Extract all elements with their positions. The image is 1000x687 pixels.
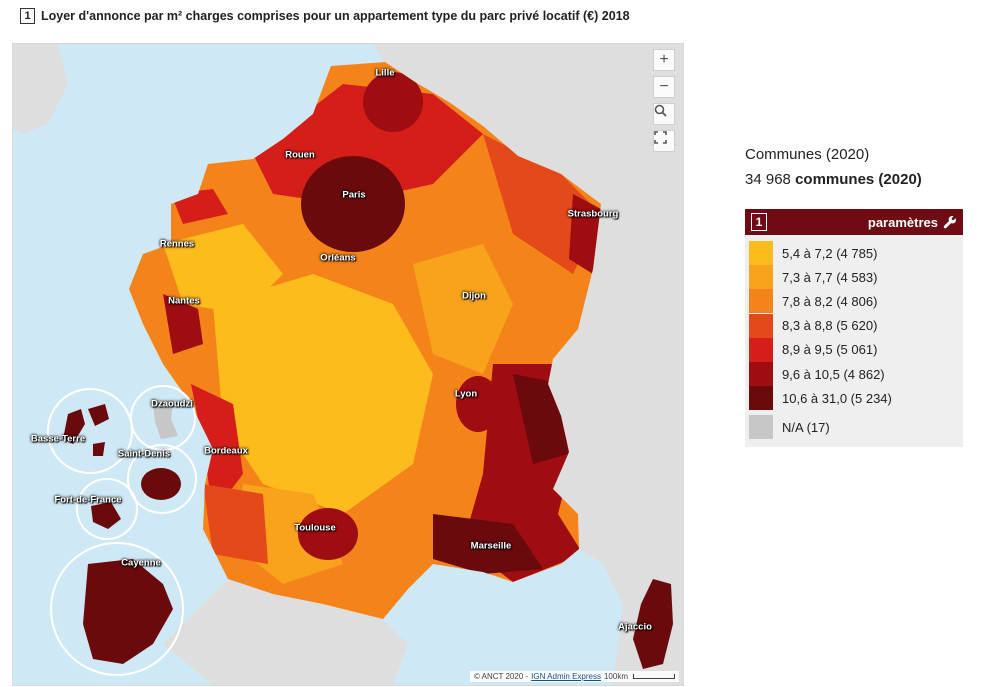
spain-land <box>163 579 408 685</box>
legend-label: 7,8 à 8,2 (4 806) <box>782 293 878 309</box>
legend-classes: 5,4 à 7,2 (4 785) 7,3 à 7,7 (4 583) 7,8 à … <box>745 235 963 440</box>
city-label-saint-denis: Saint-Denis <box>117 448 171 460</box>
city-label-lille: Lille <box>375 67 395 79</box>
legend-header: 1 paramètres <box>745 209 963 235</box>
legend-row[interactable]: 5,4 à 7,2 (4 785) <box>749 241 959 266</box>
fullscreen-icon <box>654 131 667 144</box>
parameters-button[interactable]: paramètres <box>868 215 957 230</box>
legend-count: 34 968 communes (2020) <box>745 171 922 188</box>
city-label-nantes: Nantes <box>168 295 200 307</box>
title-number-badge: 1 <box>20 8 35 24</box>
city-label-toulouse: Toulouse <box>294 522 336 534</box>
search-icon <box>654 104 667 117</box>
city-label-lyon: Lyon <box>454 388 478 400</box>
legend-label: 9,6 à 10,5 (4 862) <box>782 366 885 382</box>
city-label-basse-terre: Basse-Terre <box>30 433 86 445</box>
legend-label: 10,6 à 31,0 (5 234) <box>782 390 892 406</box>
legend-row[interactable]: 8,3 à 8,8 (5 620) <box>749 313 959 338</box>
parameters-label: paramètres <box>867 214 938 230</box>
city-label-orleans: Orléans <box>320 252 356 264</box>
legend-label-na: N/A (17) <box>782 419 830 435</box>
map-title: Loyer d'annonce par m² charges comprises… <box>41 9 630 23</box>
legend-panel: 1 paramètres 5,4 à 7,2 (4 785) 7,3 à 7,7 … <box>745 209 963 447</box>
city-label-cayenne: Cayenne <box>121 557 161 569</box>
wrench-icon <box>943 215 956 229</box>
legend-label: 8,9 à 9,5 (5 061) <box>782 342 878 358</box>
zoom-in-button[interactable]: + <box>653 49 675 71</box>
city-label-ajaccio: Ajaccio <box>618 621 652 633</box>
legend-number-badge: 1 <box>751 213 767 231</box>
city-label-strasbourg: Strasbourg <box>567 208 619 220</box>
legend-swatch <box>749 362 773 387</box>
city-label-fort-de-france: Fort-de-France <box>54 494 122 506</box>
legend-swatch <box>749 241 773 266</box>
ign-admin-express-link[interactable]: IGN Admin Express <box>531 672 601 681</box>
city-label-rouen: Rouen <box>285 149 315 161</box>
legend-row[interactable]: 8,9 à 9,5 (5 061) <box>749 337 959 362</box>
legend-count-number: 34 968 <box>745 171 791 188</box>
neighbouring-land <box>373 44 683 685</box>
legend-label: 7,3 à 7,7 (4 583) <box>782 269 878 285</box>
legend-row[interactable]: 9,6 à 10,5 (4 862) <box>749 362 959 387</box>
rent-class-regions <box>163 72 601 584</box>
map-view[interactable]: Lille Rouen Paris Strasbourg Rennes Orlé… <box>12 43 684 686</box>
legend-swatch <box>749 313 773 338</box>
legend-label: 5,4 à 7,2 (4 785) <box>782 245 878 261</box>
city-label-bordeaux: Bordeaux <box>204 445 248 457</box>
title-bar: 1 Loyer d'annonce par m² charges compris… <box>20 6 630 26</box>
uk-land <box>13 44 68 134</box>
choropleth-map[interactable] <box>13 44 683 685</box>
overseas-insets <box>47 385 197 676</box>
scale-label: 100km <box>603 672 628 681</box>
fullscreen-button[interactable] <box>653 130 675 152</box>
scale-bar <box>633 674 675 679</box>
search-button[interactable] <box>653 103 675 125</box>
map-attribution: © ANCT 2020 - IGN Admin Express 100km <box>469 671 679 682</box>
legend-heading: Communes (2020) 34 968 communes (2020) <box>745 146 922 188</box>
legend-swatch <box>749 265 773 290</box>
legend-swatch <box>749 289 773 314</box>
legend-unit: Communes (2020) <box>745 146 870 163</box>
city-label-paris: Paris <box>342 189 366 201</box>
legend-swatch <box>749 337 773 362</box>
legend-row-na[interactable]: N/A (17) <box>749 415 959 440</box>
city-label-rennes: Rennes <box>159 238 195 250</box>
attribution-copyright: © ANCT 2020 - <box>473 672 529 681</box>
legend-row[interactable]: 7,8 à 8,2 (4 806) <box>749 289 959 314</box>
legend-label: 8,3 à 8,8 (5 620) <box>782 318 878 334</box>
legend-row[interactable]: 10,6 à 31,0 (5 234) <box>749 386 959 411</box>
city-label-dzaoudzi: Dzaoudzi <box>151 398 193 410</box>
legend-row[interactable]: 7,3 à 7,7 (4 583) <box>749 265 959 290</box>
legend-swatch-na <box>749 415 773 440</box>
zoom-out-button[interactable]: − <box>653 76 675 98</box>
city-label-marseille: Marseille <box>470 540 512 552</box>
city-label-dijon: Dijon <box>462 290 486 302</box>
corsica[interactable] <box>633 579 673 669</box>
legend-swatch <box>749 386 773 411</box>
legend-count-label: communes (2020) <box>795 171 922 188</box>
